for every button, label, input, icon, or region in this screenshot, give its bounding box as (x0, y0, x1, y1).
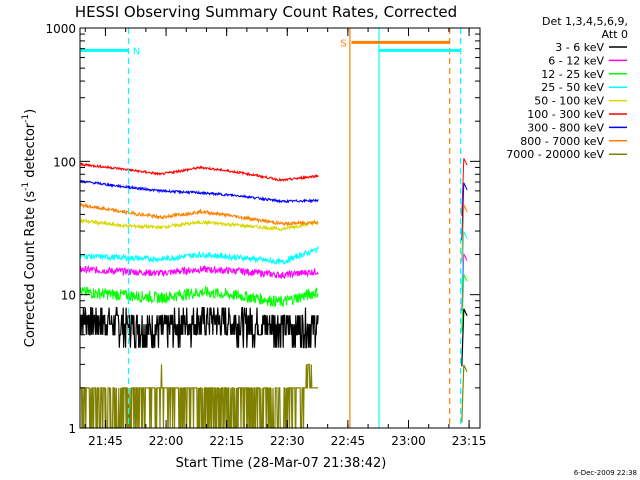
plot-frame (79, 27, 481, 429)
y-tick-label-1: 10 (61, 289, 76, 303)
x-tick-label-5: 23:00 (391, 434, 426, 448)
legend-label-25-50-kev: 25 - 50 keV (541, 81, 604, 94)
legend-label-6-12-kev: 6 - 12 keV (548, 54, 604, 67)
x-axis-label: Start Time (28-Mar-07 21:38:42) (176, 456, 387, 471)
x-tick-label-0: 21:45 (88, 434, 123, 448)
series-line-6-12-kev (79, 253, 468, 312)
y-axis-label: Corrected Count Rate (s-1 detector-1) (21, 109, 38, 347)
series-line-100-300-kev (79, 158, 468, 216)
legend-label-12-25-kev: 12 - 25 keV (541, 68, 604, 81)
series-line-3-6-kev (79, 307, 468, 367)
y-axis-label-end: ) (23, 109, 38, 114)
legend-label-100-300-kev: 100 - 300 keV (527, 108, 604, 121)
series-line-7000-20000-kev (80, 363, 468, 429)
legend-label-50-100-kev: 50 - 100 keV (534, 95, 604, 108)
y-tick-label-0: 1 (68, 422, 76, 436)
x-tick-label-2: 22:15 (209, 434, 244, 448)
y-tick-label-2: 100 (53, 155, 76, 169)
series-layer (79, 158, 468, 429)
annotation-layer: NS (80, 28, 462, 428)
x-tick-label-4: 22:45 (331, 434, 366, 448)
y-tick-label-3: 1000 (45, 22, 76, 36)
y-axis-label-exp2: -1 (21, 114, 31, 123)
y-axis-label-main: Corrected Count Rate (s (23, 191, 38, 348)
legend-label-7000-20000-kev: 7000 - 20000 keV (506, 148, 604, 161)
series-line-300-800-kev (79, 179, 468, 241)
status-bar-label-n: N (133, 46, 140, 57)
x-tick-label-3: 22:30 (270, 434, 305, 448)
generation-timestamp: 6-Dec-2009 22:38 (574, 469, 637, 477)
legend-label-3-6-kev: 3 - 6 keV (555, 41, 604, 54)
legend-header-line1: Det 1,3,4,5,6,9, (542, 15, 628, 28)
status-bar-label-s: S (340, 38, 346, 49)
series-line-12-25-kev (79, 274, 468, 333)
ticks-layer: 1 10 100 1000 21:45 22:00 22:15 22:30 22:45 23:00… (45, 22, 486, 448)
legend-label-300-800-kev: 300 - 800 keV (527, 121, 604, 134)
legend-label-800-7000-kev: 800 - 7000 keV (520, 135, 604, 148)
series-line-25-50-kev (79, 231, 468, 290)
x-tick-label-1: 22:00 (149, 434, 184, 448)
series-line-800-7000-kev (79, 202, 468, 263)
y-axis-label-exp1: -1 (21, 182, 31, 191)
chart-title: HESSI Observing Summary Count Rates, Cor… (75, 3, 457, 21)
legend-header-line2: Att 0 (602, 28, 628, 41)
x-tick-label-6: 23:15 (452, 434, 487, 448)
y-axis-label-mid: detector (23, 122, 38, 182)
series-line-50-100-kev (79, 204, 468, 263)
